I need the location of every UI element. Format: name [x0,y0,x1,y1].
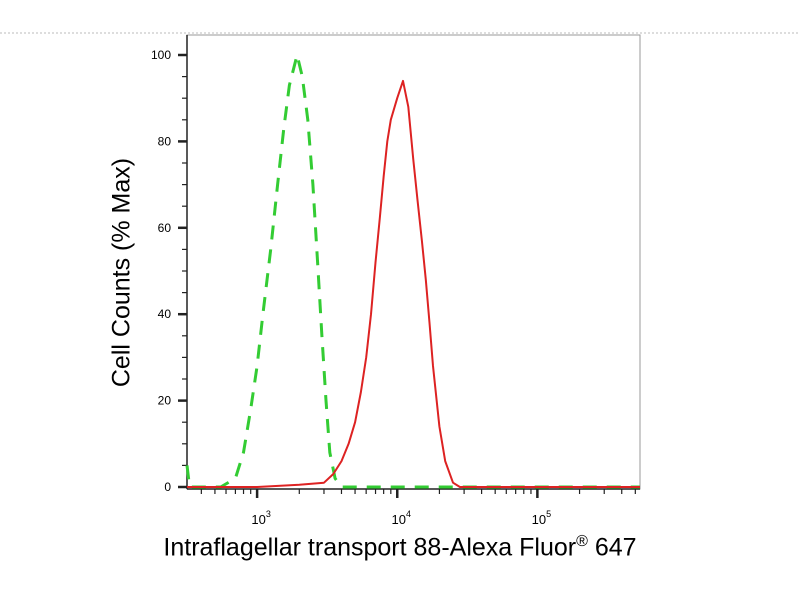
y-tick-label: 100 [151,48,171,62]
x-tick-label: 105 [532,509,551,527]
y-tick-label: 40 [158,307,172,321]
y-tick-label: 80 [158,134,172,148]
y-tick-label: 0 [164,480,171,494]
plot-frame [186,34,641,490]
y-tick-label: 20 [158,394,172,408]
y-tick-label: 60 [158,221,172,235]
y-axis-label: Cell Counts (% Max) [107,157,136,388]
series-line-1 [187,79,640,488]
series-line-0 [185,53,640,489]
x-axis-label: Intraflagellar transport 88-Alexa Fluor®… [163,533,637,562]
x-tick-label: 103 [251,509,270,527]
x-tick-label: 104 [391,509,410,527]
